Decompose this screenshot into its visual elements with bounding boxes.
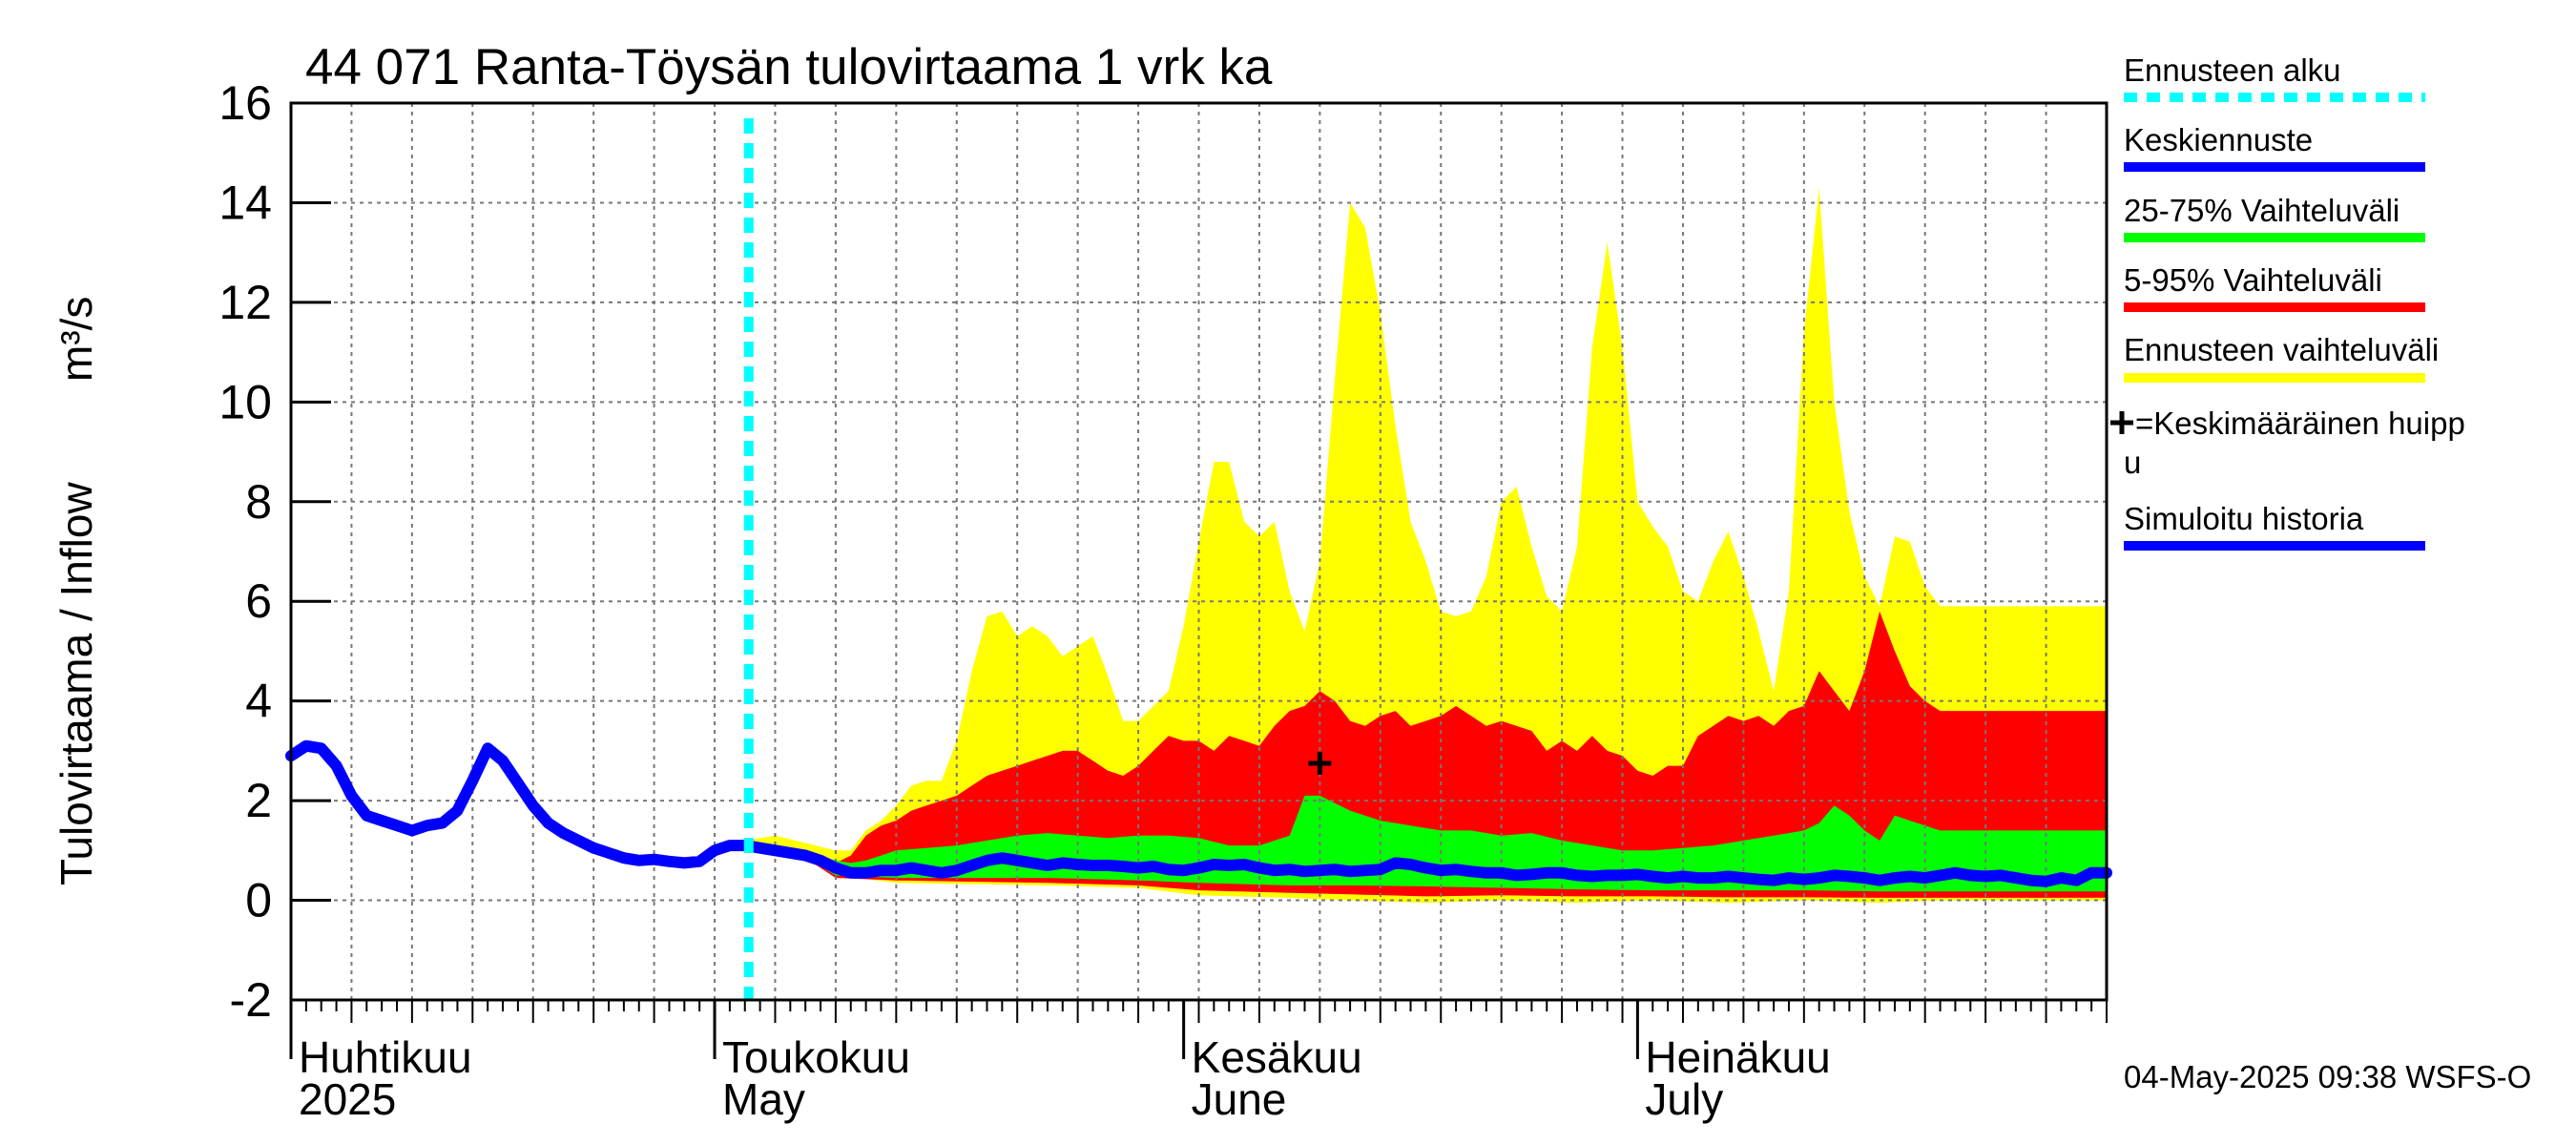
legend-forecast-start-label: Ennusteen alku	[2124, 52, 2341, 88]
y-tick-label: 2	[245, 774, 272, 827]
month-label-fi: Kesäkuu	[1192, 1032, 1362, 1082]
y-tick-labels: 16 14 12 10 8 6 4 2 0 -2	[218, 76, 272, 1027]
footer-timestamp: 04-May-2025 09:38 WSFS-O	[2124, 1059, 2531, 1094]
legend: Ennusteen alku Keskiennuste 25-75% Vaiht…	[2110, 52, 2465, 551]
series-lines	[285, 118, 2112, 1000]
chart-title: 44 071 Ranta-Töysän tulovirtaama 1 vrk k…	[305, 39, 1273, 95]
y-axis-label: Tulovirtaama / Inflow	[52, 482, 101, 885]
month-label-fi: Huhtikuu	[299, 1032, 472, 1082]
series-keskiennuste	[738, 840, 2112, 887]
y-tick-label: 4	[245, 675, 272, 728]
legend-peak-icon	[2110, 411, 2133, 434]
band-5-95-vaihteluv-li	[744, 611, 2107, 898]
y-tick-label: 6	[245, 574, 272, 628]
month-label-en: 2025	[299, 1074, 396, 1124]
month-label-en: June	[1192, 1074, 1287, 1124]
y-tick-label: 10	[218, 375, 272, 428]
y-tick-label: 12	[218, 276, 272, 329]
plot-frame	[289, 101, 2109, 1059]
series-simuloitu-historia	[285, 739, 751, 869]
month-label-en: July	[1645, 1074, 1723, 1124]
legend-mean-label: Keskiennuste	[2124, 122, 2313, 157]
month-label-en: May	[722, 1074, 805, 1124]
mean-peak-marker	[1308, 751, 1332, 775]
legend-peak-label-line1: =Keskimääräinen huipp	[2135, 406, 2465, 441]
legend-full-range-label: Ennusteen vaihteluväli	[2124, 332, 2439, 367]
y-tick-label: 8	[245, 475, 272, 529]
y-tick-label: 14	[218, 176, 272, 229]
y-tick-label: 0	[245, 874, 272, 927]
legend-5-95-label: 5-95% Vaihteluväli	[2124, 262, 2382, 298]
y-axis-unit: m³/s	[52, 297, 101, 382]
y-tick-label: 16	[218, 76, 272, 130]
legend-history-label: Simuloitu historia	[2124, 501, 2364, 536]
legend-peak-label-line2: u	[2124, 445, 2141, 480]
month-label-fi: Heinäkuu	[1645, 1032, 1830, 1082]
month-label-fi: Toukokuu	[722, 1032, 910, 1082]
grid	[291, 103, 2108, 1000]
y-tick-label: -2	[230, 973, 272, 1027]
legend-25-75-label: 25-75% Vaihteluväli	[2124, 193, 2399, 228]
